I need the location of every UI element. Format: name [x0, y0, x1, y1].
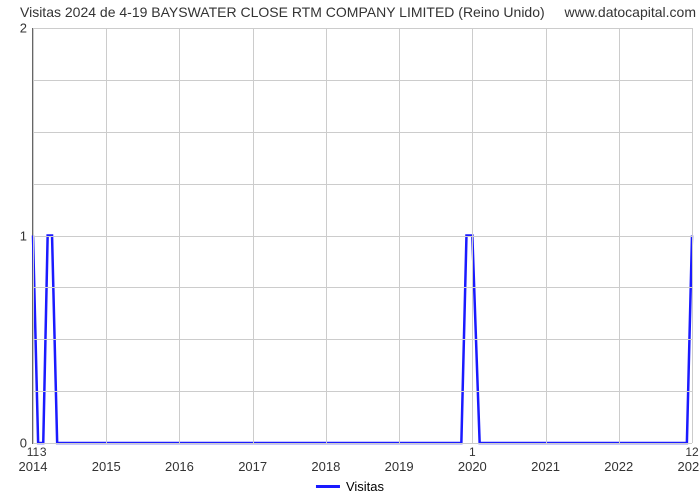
chart-legend: Visitas — [316, 479, 384, 494]
x-tick-label: 2020 — [458, 459, 487, 474]
chart-plot-area: 0122014201520162017201820192020202120222… — [32, 28, 692, 444]
grid-v — [179, 28, 180, 443]
legend-swatch — [316, 485, 340, 488]
chart-title: Visitas 2024 de 4-19 BAYSWATER CLOSE RTM… — [20, 4, 545, 20]
y-tick-label: 1 — [20, 228, 27, 243]
x-tick-label: 2016 — [165, 459, 194, 474]
legend-label: Visitas — [346, 479, 384, 494]
grid-v — [546, 28, 547, 443]
x-tick-label: 2023 — [678, 459, 700, 474]
grid-h-major — [33, 443, 692, 444]
grid-v — [619, 28, 620, 443]
grid-h-minor — [33, 132, 692, 133]
data-point-label: 1 — [469, 445, 476, 459]
data-point-label: 12 — [685, 445, 698, 459]
grid-h-major — [33, 236, 692, 237]
x-tick-label: 2018 — [311, 459, 340, 474]
grid-h-minor — [33, 184, 692, 185]
grid-v — [399, 28, 400, 443]
x-tick-label: 2017 — [238, 459, 267, 474]
data-point-label: 11 — [27, 445, 39, 459]
grid-h-minor — [33, 80, 692, 81]
grid-v — [253, 28, 254, 443]
x-tick-label: 2022 — [604, 459, 633, 474]
x-tick-label: 2019 — [385, 459, 414, 474]
grid-v — [106, 28, 107, 443]
grid-h-minor — [33, 287, 692, 288]
y-tick-label: 2 — [20, 21, 27, 36]
grid-v — [472, 28, 473, 443]
x-tick-label: 2014 — [19, 459, 48, 474]
data-point-label: 3 — [40, 445, 47, 459]
grid-v — [326, 28, 327, 443]
grid-h-major — [33, 28, 692, 29]
grid-v — [33, 28, 34, 443]
x-tick-label: 2015 — [92, 459, 121, 474]
grid-h-minor — [33, 339, 692, 340]
grid-v — [692, 28, 693, 443]
x-tick-label: 2021 — [531, 459, 560, 474]
watermark-text: www.datocapital.com — [564, 4, 696, 20]
grid-h-minor — [33, 391, 692, 392]
